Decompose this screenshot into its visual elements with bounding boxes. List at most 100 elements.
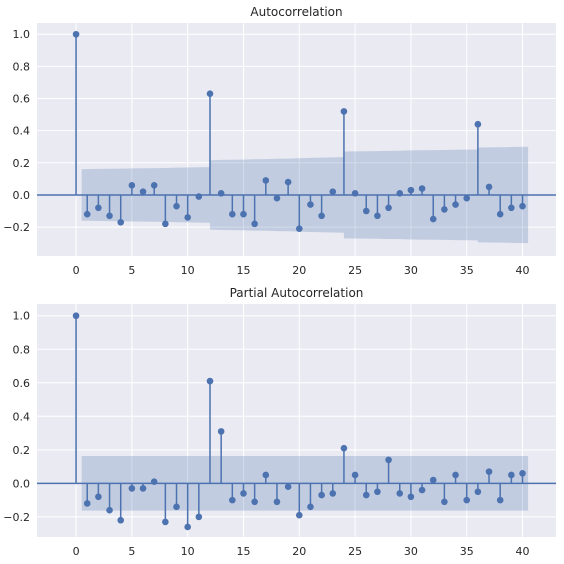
pacf-point-lag-1 bbox=[83, 500, 91, 507]
acf-x-tick-label: 40 bbox=[516, 264, 530, 277]
pacf-x-tick-label: 20 bbox=[292, 545, 306, 558]
acf-title: Autocorrelation bbox=[250, 5, 342, 19]
pacf-point-lag-8 bbox=[162, 518, 169, 526]
pacf-point-lag-30 bbox=[407, 493, 415, 501]
acf-point-lag-8 bbox=[162, 220, 169, 228]
acf-point-lag-35 bbox=[463, 194, 471, 202]
acf-x-tick-label: 10 bbox=[181, 264, 195, 277]
acf-x-tick-label: 0 bbox=[73, 264, 80, 277]
pacf-point-lag-27 bbox=[374, 488, 381, 496]
pacf-y-tick-label: 0.4 bbox=[13, 410, 31, 423]
pacf-point-lag-2 bbox=[95, 493, 102, 501]
pacf-point-lag-23 bbox=[329, 490, 337, 497]
pacf-point-lag-16 bbox=[251, 498, 258, 506]
pacf-point-lag-38 bbox=[496, 496, 504, 504]
pacf-x-tick-label: 30 bbox=[404, 545, 418, 558]
acf-point-lag-27 bbox=[374, 212, 381, 220]
pacf-y-tick-label: 1.0 bbox=[13, 310, 31, 323]
acf-point-lag-12 bbox=[206, 90, 214, 98]
acf-point-lag-28 bbox=[385, 204, 392, 212]
acf-point-lag-2 bbox=[95, 204, 102, 212]
pacf-point-lag-40 bbox=[519, 470, 526, 477]
acf-point-lag-9 bbox=[173, 202, 180, 210]
acf-point-lag-4 bbox=[117, 218, 125, 226]
pacf-point-lag-0 bbox=[72, 312, 80, 320]
acf-y-tick-label: 0.0 bbox=[13, 189, 31, 202]
pacf-point-lag-33 bbox=[441, 498, 448, 506]
pacf-y-tick-label: −0.2 bbox=[3, 511, 30, 524]
acf-y-tick-label: 0.4 bbox=[13, 125, 31, 138]
acf-point-lag-20 bbox=[295, 225, 303, 232]
pacf-point-lag-34 bbox=[452, 471, 459, 479]
acf-y-tick-label: 0.8 bbox=[13, 60, 31, 73]
acf-x-tick-label: 20 bbox=[292, 264, 306, 277]
pacf-point-lag-31 bbox=[418, 486, 426, 494]
acf-x-tick-label: 15 bbox=[236, 264, 250, 277]
pacf-x-tick-label: 15 bbox=[236, 545, 250, 558]
pacf-point-lag-10 bbox=[184, 523, 191, 531]
acf-point-lag-37 bbox=[485, 183, 493, 191]
acf-point-lag-6 bbox=[139, 188, 147, 196]
pacf-y-tick-label: 0.6 bbox=[13, 377, 31, 390]
pacf-point-lag-18 bbox=[273, 498, 281, 506]
acf-point-lag-10 bbox=[184, 214, 191, 221]
pacf-point-lag-37 bbox=[485, 468, 493, 475]
pacf-point-lag-29 bbox=[396, 490, 404, 497]
acf-point-lag-11 bbox=[195, 193, 203, 200]
acf-point-lag-33 bbox=[441, 206, 448, 213]
acf-y-tick-label: 0.6 bbox=[13, 93, 31, 106]
acf-point-lag-0 bbox=[72, 30, 80, 38]
acf-point-lag-16 bbox=[251, 220, 258, 228]
pacf-point-lag-21 bbox=[307, 503, 314, 511]
pacf-title: Partial Autocorrelation bbox=[230, 286, 364, 300]
pacf-point-lag-36 bbox=[474, 488, 482, 496]
acf-point-lag-38 bbox=[496, 210, 504, 218]
acf-panel: 0 5 10 15 20 25 30 35 40 −0.2 0.0 0.2 0.4 0.6 0.8 1.0 Au… bbox=[3, 5, 556, 277]
pacf-x-tick-label: 0 bbox=[73, 545, 80, 558]
acf-point-lag-39 bbox=[508, 204, 515, 212]
acf-point-lag-1 bbox=[83, 210, 91, 218]
pacf-point-lag-19 bbox=[284, 483, 292, 491]
pacf-panel: 0 5 10 15 20 25 30 35 40 −0.2 0.0 0.2 0.4 0.6 0.8 1.0 Pa… bbox=[3, 286, 556, 558]
pacf-point-lag-39 bbox=[508, 471, 515, 479]
acf-point-lag-13 bbox=[217, 190, 225, 197]
acf-point-lag-5 bbox=[128, 181, 136, 189]
acf-point-lag-23 bbox=[329, 188, 337, 196]
acf-point-lag-18 bbox=[273, 194, 281, 202]
pacf-y-tick-label: 0.0 bbox=[13, 477, 31, 490]
pacf-point-lag-22 bbox=[318, 491, 325, 499]
acf-point-lag-34 bbox=[452, 201, 459, 208]
acf-x-tick-label: 35 bbox=[460, 264, 474, 277]
pacf-x-tick-label: 40 bbox=[516, 545, 530, 558]
acf-y-tick-label: 0.2 bbox=[13, 157, 31, 170]
pacf-point-lag-17 bbox=[262, 471, 270, 479]
pacf-point-lag-9 bbox=[173, 503, 180, 511]
pacf-plot-area bbox=[37, 304, 556, 537]
acf-point-lag-15 bbox=[240, 210, 247, 218]
acf-point-lag-17 bbox=[262, 177, 270, 184]
acf-point-lag-29 bbox=[396, 190, 404, 197]
acf-point-lag-14 bbox=[229, 210, 236, 218]
acf-y-tick-label: 1.0 bbox=[13, 28, 31, 41]
acf-point-lag-25 bbox=[351, 190, 359, 197]
acf-point-lag-7 bbox=[150, 181, 158, 189]
acf-point-lag-32 bbox=[429, 215, 437, 223]
acf-y-tick-label: −0.2 bbox=[3, 221, 30, 234]
pacf-point-lag-25 bbox=[351, 471, 359, 479]
acf-point-lag-40 bbox=[519, 202, 526, 210]
pacf-point-lag-15 bbox=[240, 490, 247, 497]
pacf-x-tick-label: 10 bbox=[181, 545, 195, 558]
pacf-point-lag-5 bbox=[128, 485, 136, 492]
acf-point-lag-31 bbox=[418, 185, 426, 192]
acf-x-tick-label: 30 bbox=[404, 264, 418, 277]
acf-x-tick-label: 25 bbox=[348, 264, 362, 277]
pacf-y-tick-label: 0.8 bbox=[13, 343, 31, 356]
pacf-point-lag-24 bbox=[340, 444, 348, 452]
pacf-point-lag-7 bbox=[150, 478, 158, 485]
pacf-x-tick-label: 35 bbox=[460, 545, 474, 558]
pacf-point-lag-4 bbox=[117, 516, 125, 524]
pacf-point-lag-32 bbox=[429, 476, 437, 484]
pacf-point-lag-13 bbox=[217, 428, 225, 435]
acf-point-lag-3 bbox=[106, 212, 113, 220]
